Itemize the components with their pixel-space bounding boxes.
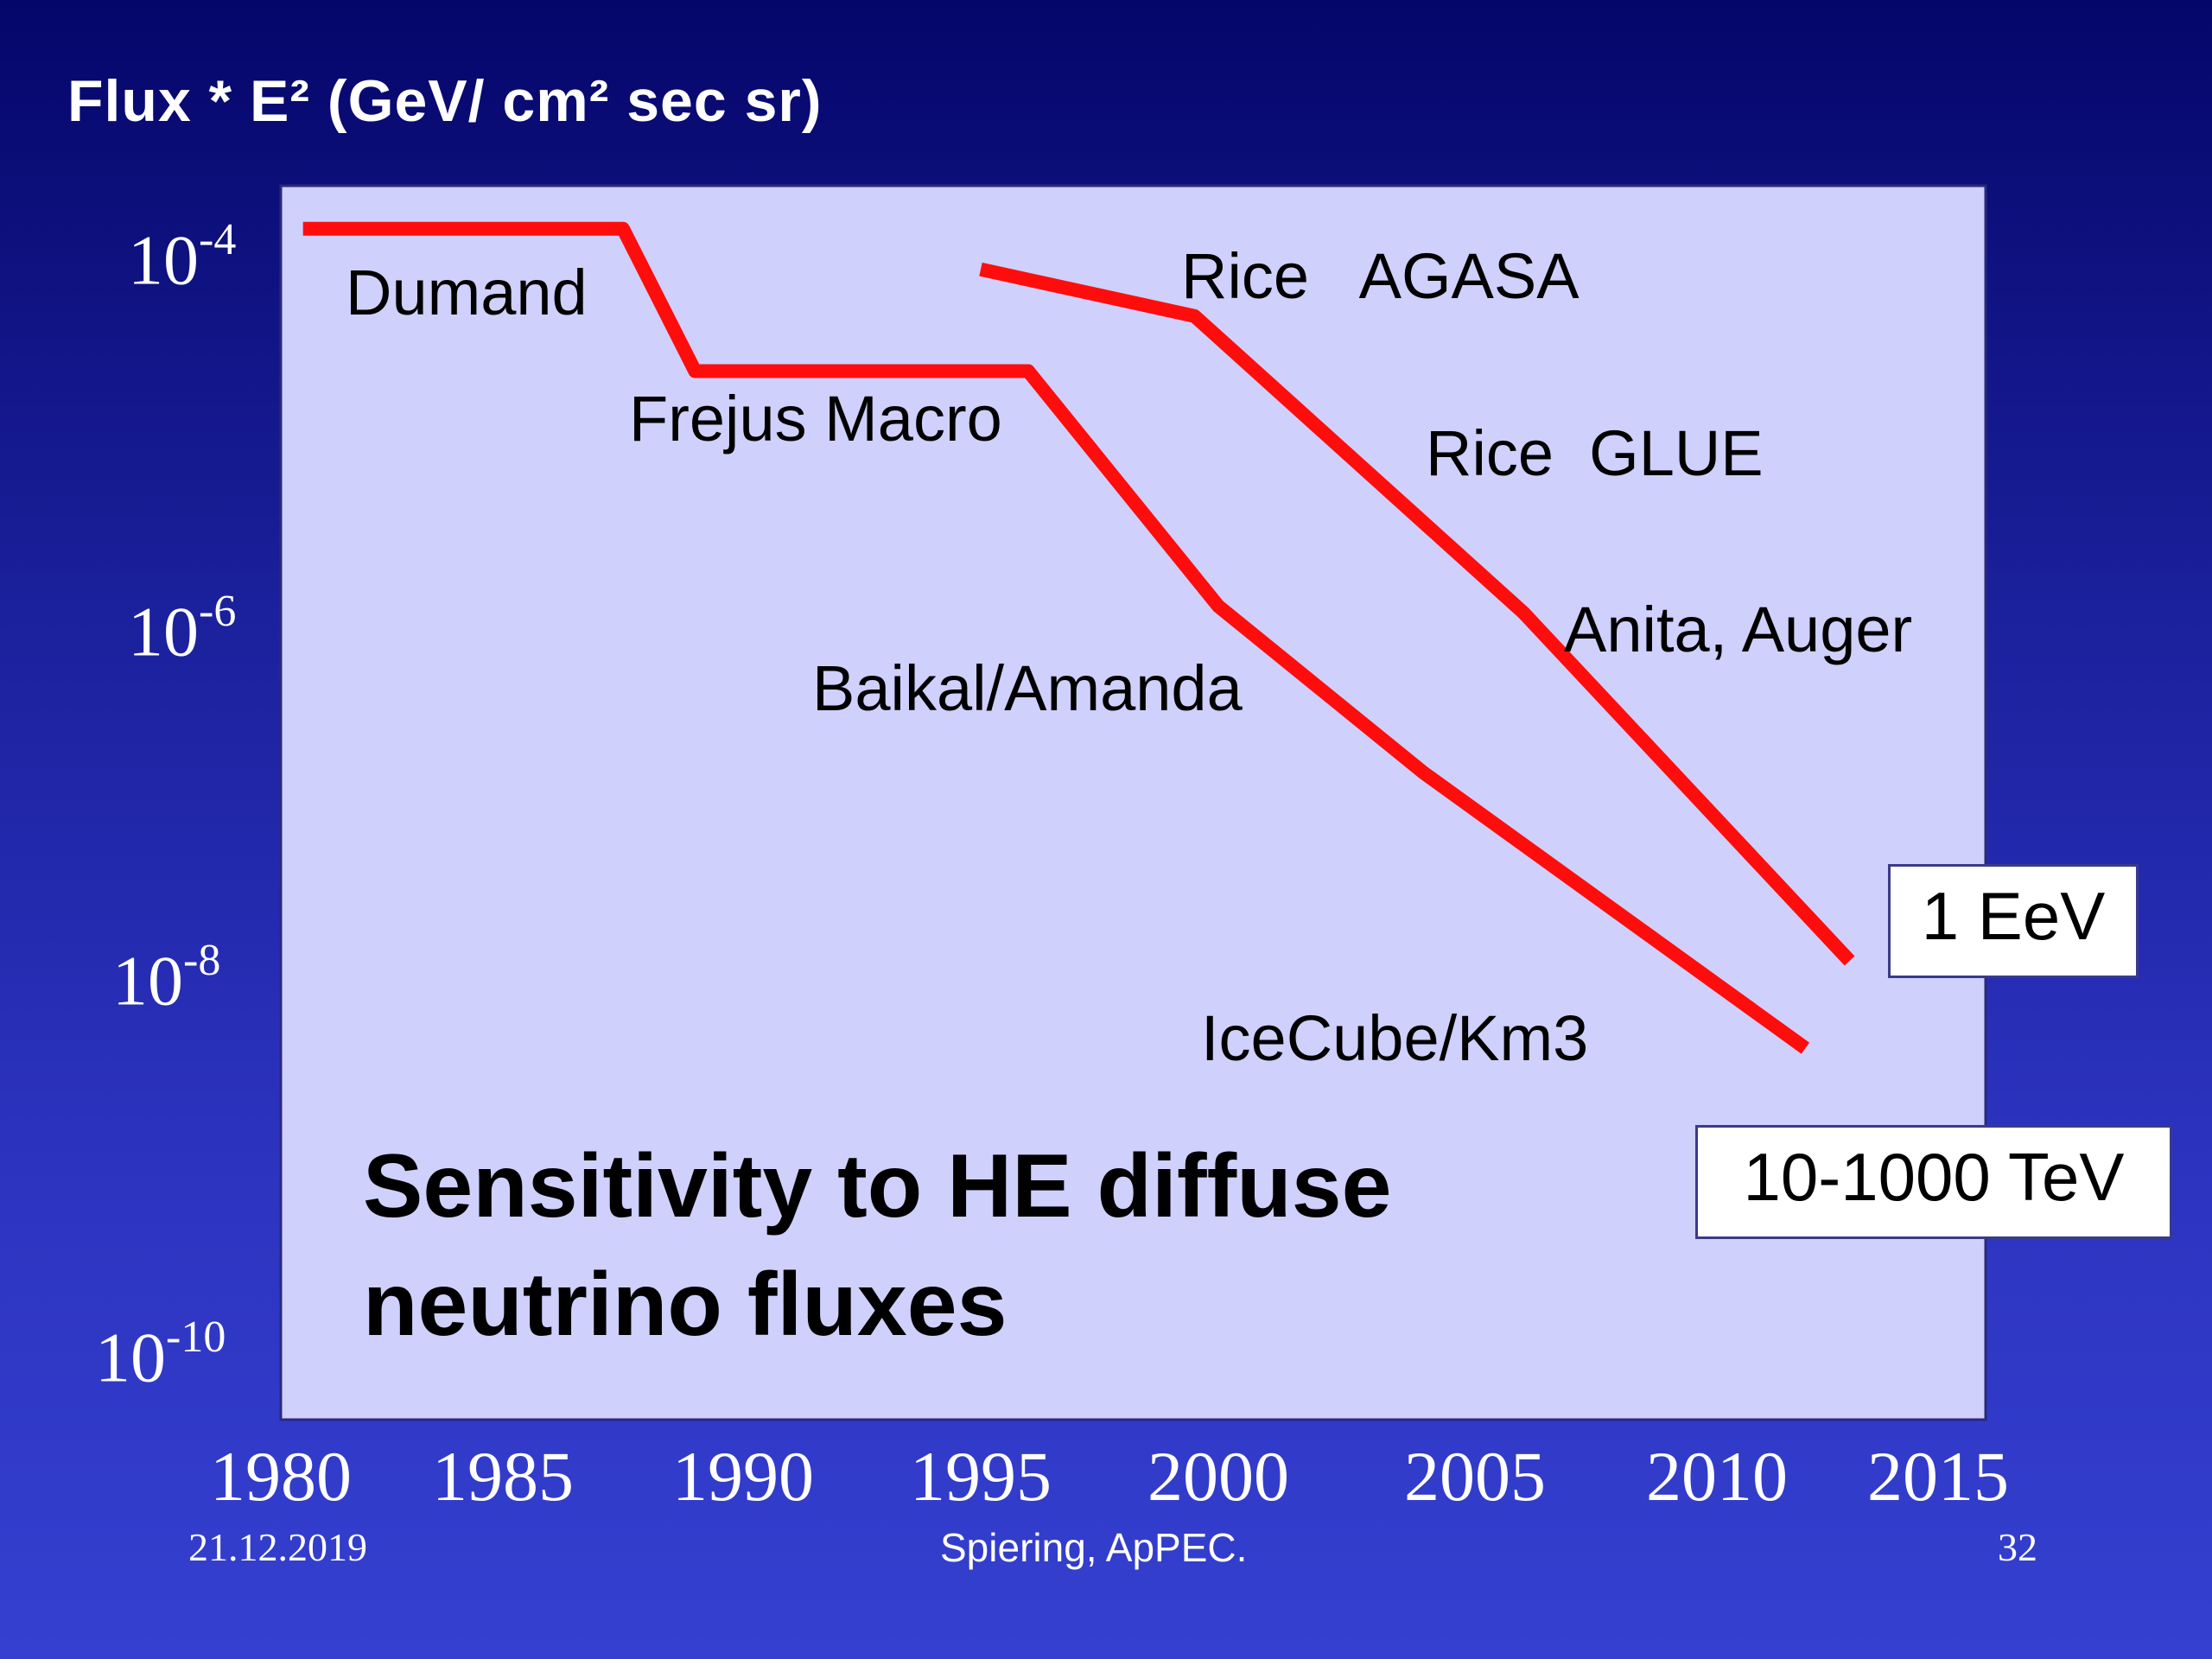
x-tick-label: 2015 — [1867, 1437, 2009, 1516]
x-tick-label: 1985 — [432, 1437, 574, 1516]
series-line-1-eev — [979, 262, 1855, 966]
chart-caption: Sensitivity to HE diffuse neutrino fluxe… — [363, 1128, 1391, 1365]
y-tick-label: 10-4 — [128, 215, 237, 300]
y-tick-label: 10-6 — [128, 587, 237, 671]
annotation-rice-glue: Rice GLUE — [1426, 417, 1764, 489]
annotation-rice-agasa: Rice AGASA — [1181, 240, 1580, 312]
footer-date: 21.12.2019 — [188, 1525, 367, 1569]
x-tick-label: 2010 — [1646, 1437, 1788, 1516]
y-axis-label: Flux * E² (GeV/ cm² sec sr) — [67, 68, 823, 134]
series-line-10-1000-tev — [302, 221, 1810, 1054]
x-tick-label: 1995 — [910, 1437, 1052, 1516]
annotation-icecube-km3: IceCube/Km3 — [1201, 1002, 1589, 1074]
footer-page-number: 32 — [1998, 1525, 2037, 1569]
x-tick-label: 2005 — [1404, 1437, 1546, 1516]
y-tick-label: 10-8 — [112, 936, 221, 1020]
annotation-dumand: Dumand — [346, 257, 588, 328]
y-tick-label: 10-10 — [95, 1313, 226, 1397]
legend-1-eev: 1 EeV — [1888, 864, 2139, 978]
x-tick-label: 2000 — [1147, 1437, 1289, 1516]
x-tick-label: 1980 — [210, 1437, 352, 1516]
legend-10-1000-tev: 10-1000 TeV — [1695, 1125, 2172, 1239]
x-tick-label: 1990 — [672, 1437, 814, 1516]
annotation-baikal-amanda: Baikal/Amanda — [812, 652, 1243, 724]
caption-line-1: Sensitivity to HE diffuse — [363, 1136, 1392, 1236]
annotation-frejus-macro: Frejus Macro — [629, 383, 1002, 454]
footer-author: Spiering, ApPEC. — [940, 1525, 1248, 1570]
caption-line-2: neutrino fluxes — [363, 1255, 1007, 1356]
annotation-anita-auger: Anita, Auger — [1564, 594, 1913, 665]
